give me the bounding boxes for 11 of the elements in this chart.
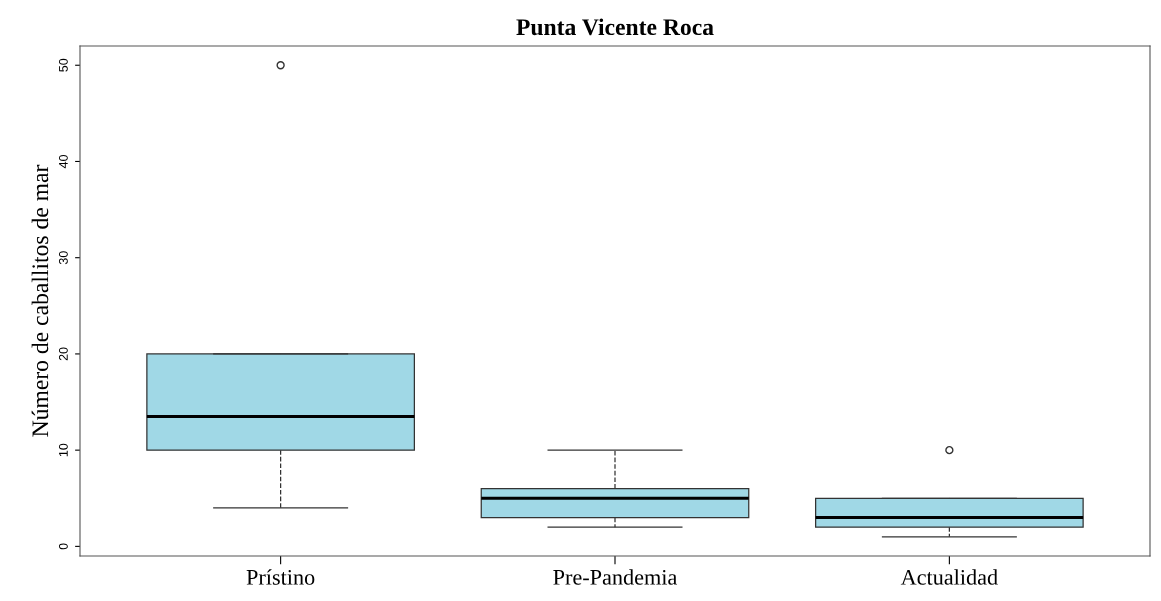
y-tick-label: 40 bbox=[58, 155, 68, 169]
y-tick-label: 30 bbox=[58, 251, 68, 265]
y-tick-label: 20 bbox=[58, 347, 68, 361]
x-tick-label: Pre-Pandemia bbox=[553, 569, 678, 585]
y-axis-title: Número de caballitos de mar bbox=[31, 164, 49, 437]
y-tick-label: 10 bbox=[58, 443, 68, 457]
x-tick-label: Actualidad bbox=[900, 569, 998, 585]
chart-title: Punta Vicente Roca bbox=[516, 18, 714, 36]
y-tick-label: 0 bbox=[58, 543, 68, 550]
x-tick-label: Prístino bbox=[246, 569, 315, 585]
y-tick-label: 50 bbox=[58, 58, 68, 72]
